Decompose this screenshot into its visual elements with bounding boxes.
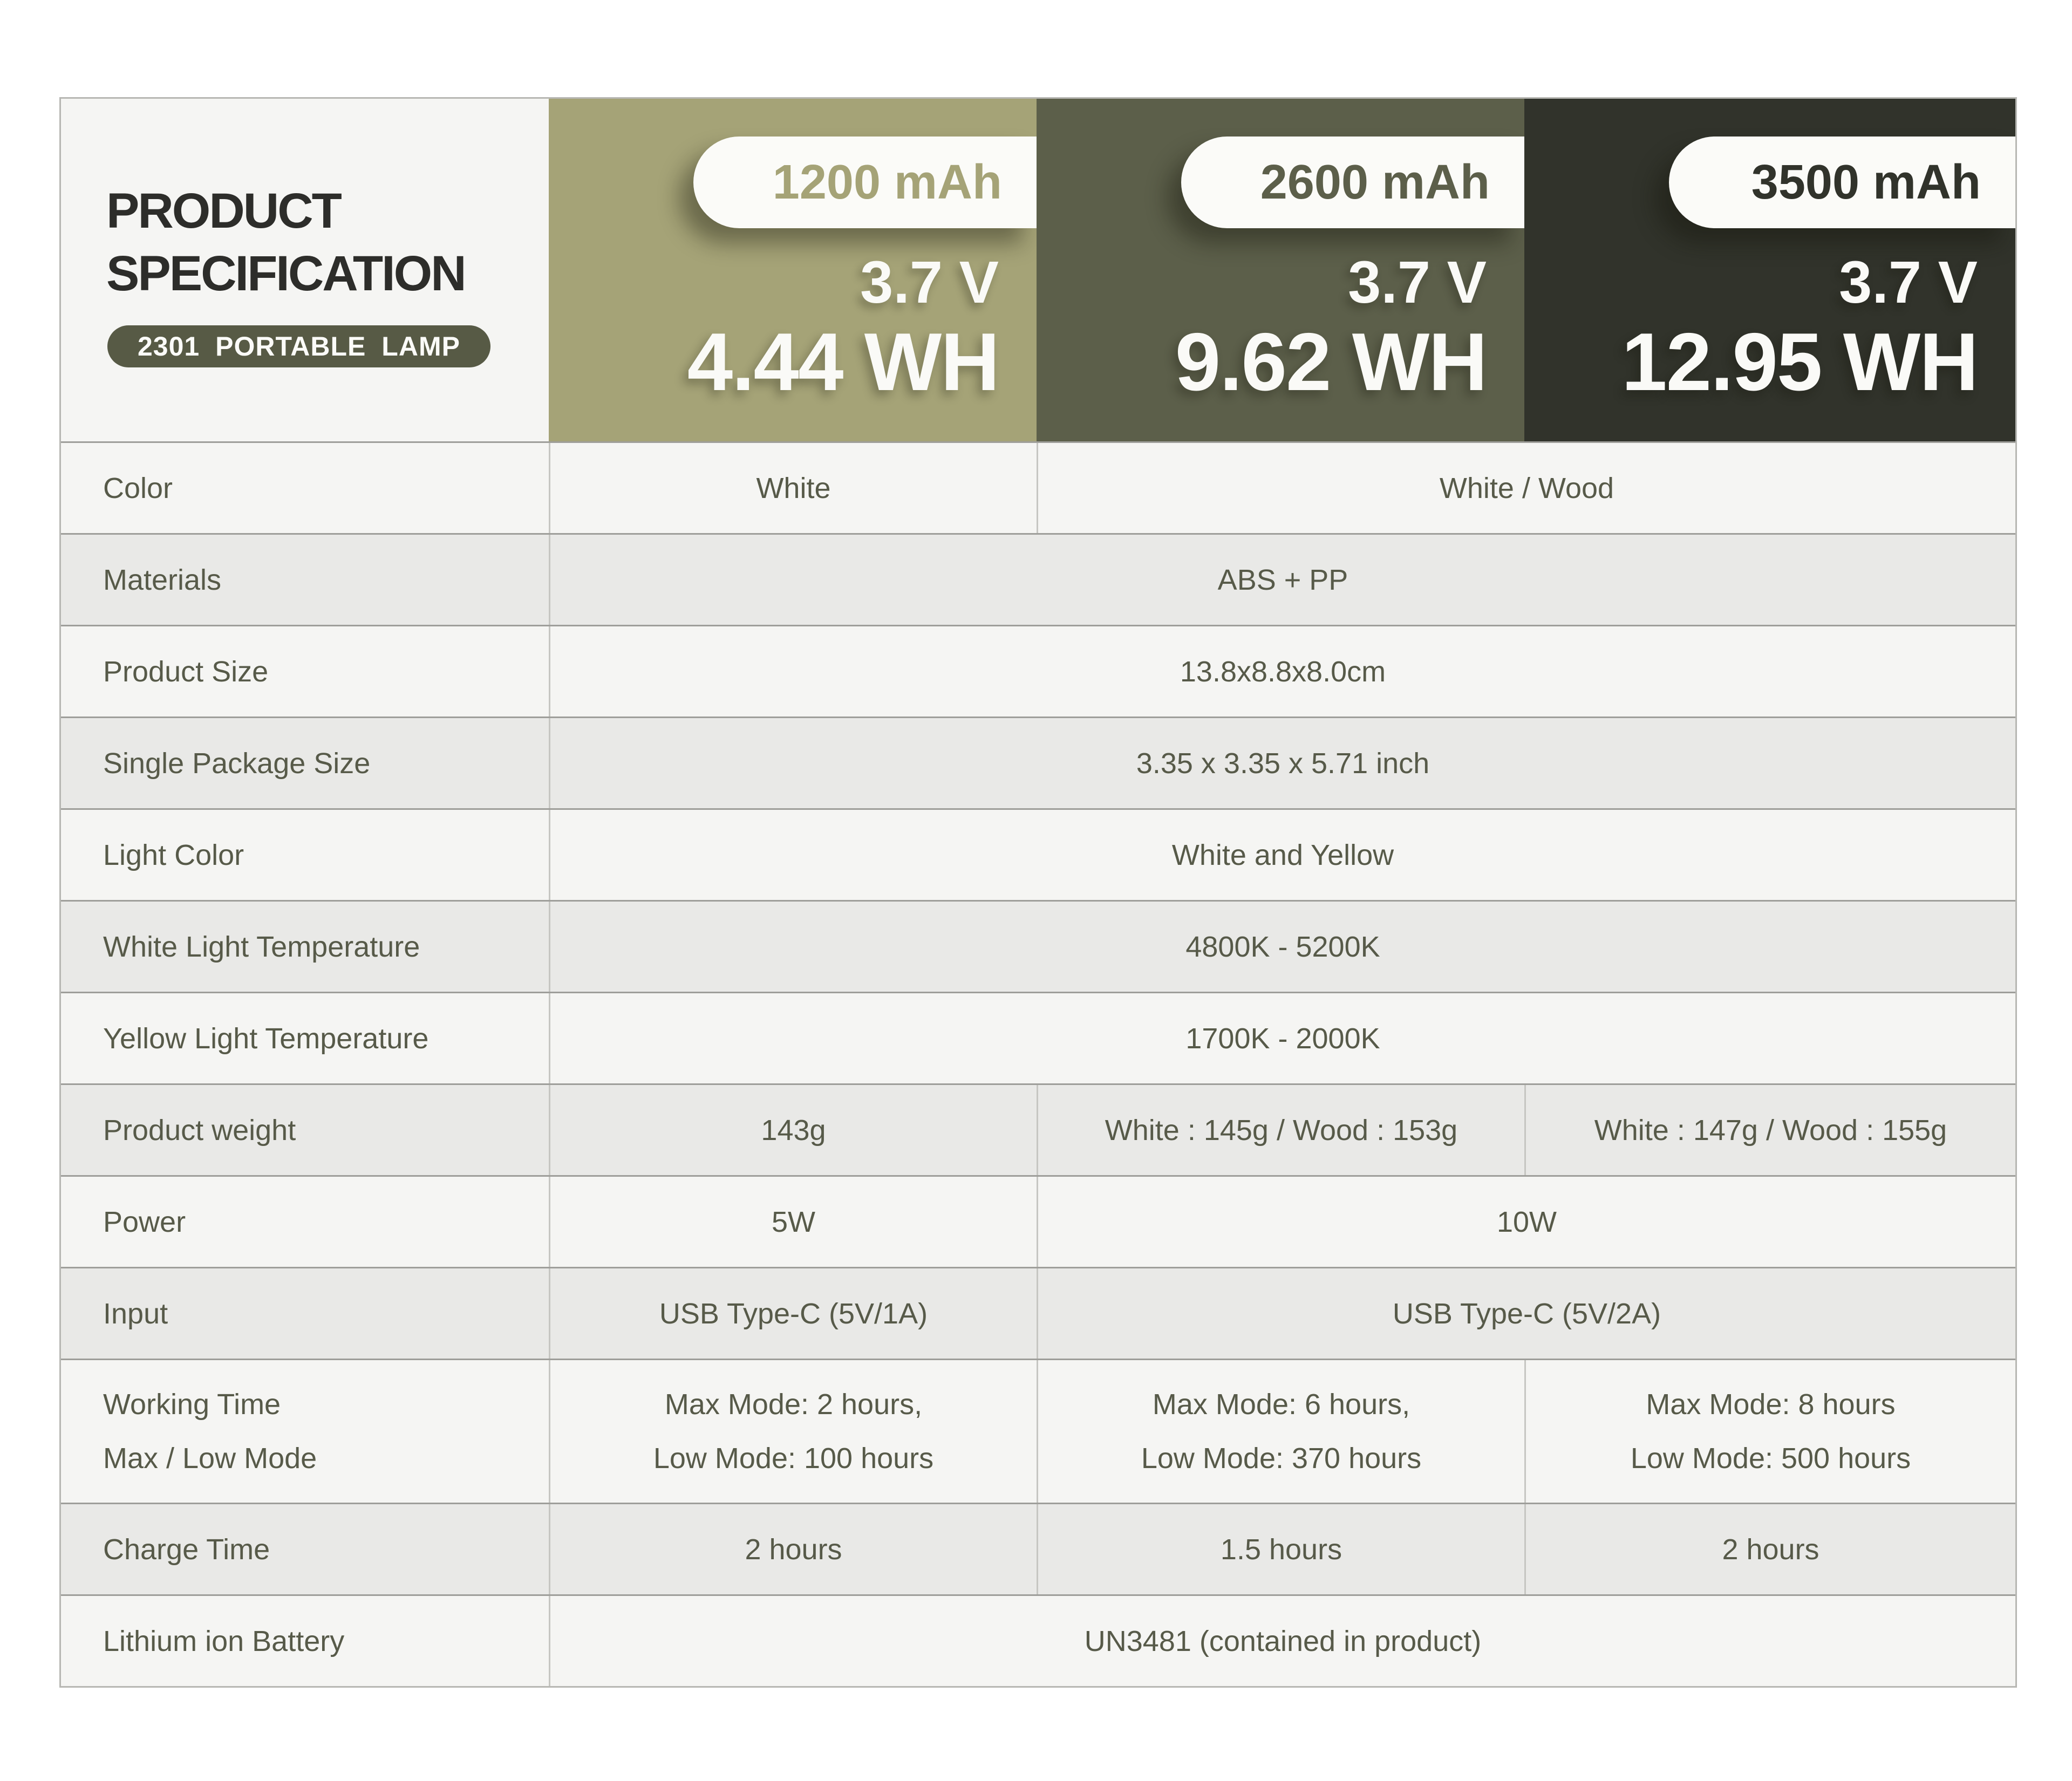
spec-value: 13.8x8.8x8.0cm bbox=[549, 626, 2015, 717]
spec-value: 2 hours bbox=[1524, 1504, 2015, 1594]
capacity-pill: 3500 mAh bbox=[1669, 137, 2015, 228]
row-label-line1: Working Time bbox=[103, 1388, 281, 1421]
page-title-line1: PRODUCT bbox=[106, 183, 342, 238]
table-row-package-size: Single Package Size 3.35 x 3.35 x 5.71 i… bbox=[61, 717, 2015, 808]
table-row-power: Power 5W 10W bbox=[61, 1175, 2015, 1267]
value-line: Low Mode: 370 hours bbox=[1141, 1442, 1422, 1475]
table-row-white-light-temp: White Light Temperature 4800K - 5200K bbox=[61, 900, 2015, 992]
header-column-3500mah: 3500 mAh 3.7 V 12.95 WH bbox=[1524, 99, 2015, 441]
table-row-color: Color White White / Wood bbox=[61, 441, 2015, 533]
table-row-product-size: Product Size 13.8x8.8x8.0cm bbox=[61, 625, 2015, 717]
spec-value: 143g bbox=[549, 1085, 1037, 1175]
spec-value: 2 hours bbox=[549, 1504, 1037, 1594]
row-label: White Light Temperature bbox=[103, 930, 420, 963]
spec-value: White bbox=[549, 443, 1037, 533]
table-row-yellow-light-temp: Yellow Light Temperature 1700K - 2000K bbox=[61, 992, 2015, 1083]
row-label: Color bbox=[103, 472, 173, 504]
product-model-badge: 2301 PORTABLE LAMP bbox=[107, 325, 490, 367]
value-line: Max Mode: 2 hours, bbox=[664, 1388, 923, 1421]
table-row-product-weight: Product weight 143g White : 145g / Wood … bbox=[61, 1083, 2015, 1175]
value-line: Max Mode: 8 hours bbox=[1646, 1388, 1896, 1421]
table-row-charge-time: Charge Time 2 hours 1.5 hours 2 hours bbox=[61, 1503, 2015, 1594]
spec-value: USB Type-C (5V/2A) bbox=[1037, 1268, 2015, 1359]
spec-value: White : 145g / Wood : 153g bbox=[1037, 1085, 1524, 1175]
value-line: Low Mode: 500 hours bbox=[1630, 1442, 1911, 1475]
row-label: Yellow Light Temperature bbox=[103, 1022, 429, 1055]
table-header: PRODUCT SPECIFICATION 2301 PORTABLE LAMP… bbox=[61, 99, 2015, 441]
header-column-1200mah: 1200 mAh 3.7 V 4.44 WH bbox=[549, 99, 1037, 441]
spec-value: 5W bbox=[549, 1177, 1037, 1267]
capacity-value: 2600 mAh bbox=[1260, 155, 1490, 209]
voltage-value: 3.7 V bbox=[860, 249, 999, 316]
row-label: Light Color bbox=[103, 838, 244, 871]
value-line: Low Mode: 100 hours bbox=[653, 1442, 934, 1475]
row-label: Working Time Max / Low Mode bbox=[61, 1360, 549, 1503]
spec-value: 3.35 x 3.35 x 5.71 inch bbox=[549, 718, 2015, 808]
spec-value: White / Wood bbox=[1037, 443, 2015, 533]
spec-value: Max Mode: 2 hours, Low Mode: 100 hours bbox=[549, 1360, 1037, 1503]
header-column-2600mah: 2600 mAh 3.7 V 9.62 WH bbox=[1037, 99, 1524, 441]
spec-value: Max Mode: 8 hours Low Mode: 500 hours bbox=[1524, 1360, 2015, 1503]
energy-value: 12.95 WH bbox=[1621, 316, 1979, 408]
spec-value: White : 147g / Wood : 155g bbox=[1524, 1085, 2015, 1175]
spec-value: White and Yellow bbox=[549, 810, 2015, 900]
row-label: Power bbox=[103, 1205, 186, 1238]
row-label: Charge Time bbox=[103, 1533, 270, 1566]
row-label: Product weight bbox=[103, 1114, 296, 1147]
table-row-working-time: Working Time Max / Low Mode Max Mode: 2 … bbox=[61, 1359, 2015, 1503]
spec-value: 10W bbox=[1037, 1177, 2015, 1267]
row-label-line2: Max / Low Mode bbox=[103, 1442, 317, 1475]
capacity-value: 3500 mAh bbox=[1751, 155, 1981, 209]
spec-value: UN3481 (contained in product) bbox=[549, 1596, 2015, 1686]
capacity-value: 1200 mAh bbox=[772, 155, 1002, 209]
header-title-cell: PRODUCT SPECIFICATION 2301 PORTABLE LAMP bbox=[61, 99, 549, 441]
page-title: PRODUCT SPECIFICATION bbox=[106, 180, 549, 305]
spec-value: 4800K - 5200K bbox=[549, 902, 2015, 992]
table-row-light-color: Light Color White and Yellow bbox=[61, 808, 2015, 900]
voltage-value: 3.7 V bbox=[1348, 249, 1487, 316]
row-label: Product Size bbox=[103, 655, 269, 688]
energy-value: 9.62 WH bbox=[1175, 316, 1488, 408]
row-label: Materials bbox=[103, 563, 222, 596]
spec-value: Max Mode: 6 hours, Low Mode: 370 hours bbox=[1037, 1360, 1524, 1503]
table-row-lithium-battery: Lithium ion Battery UN3481 (contained in… bbox=[61, 1594, 2015, 1686]
value-line: Max Mode: 6 hours, bbox=[1152, 1388, 1410, 1421]
row-label: Single Package Size bbox=[103, 747, 371, 780]
row-label: Lithium ion Battery bbox=[103, 1625, 345, 1657]
spec-value: 1.5 hours bbox=[1037, 1504, 1524, 1594]
table-row-input: Input USB Type-C (5V/1A) USB Type-C (5V/… bbox=[61, 1267, 2015, 1359]
spec-value: ABS + PP bbox=[549, 535, 2015, 625]
row-label: Input bbox=[103, 1297, 168, 1330]
spec-value: 1700K - 2000K bbox=[549, 993, 2015, 1083]
spec-value: USB Type-C (5V/1A) bbox=[549, 1268, 1037, 1359]
spec-table: PRODUCT SPECIFICATION 2301 PORTABLE LAMP… bbox=[59, 97, 2017, 1688]
table-row-materials: Materials ABS + PP bbox=[61, 533, 2015, 625]
capacity-pill: 2600 mAh bbox=[1181, 137, 1524, 228]
capacity-pill: 1200 mAh bbox=[693, 137, 1037, 228]
voltage-value: 3.7 V bbox=[1839, 249, 1978, 316]
page-title-line2: SPECIFICATION bbox=[106, 246, 467, 301]
energy-value: 4.44 WH bbox=[687, 316, 1000, 408]
